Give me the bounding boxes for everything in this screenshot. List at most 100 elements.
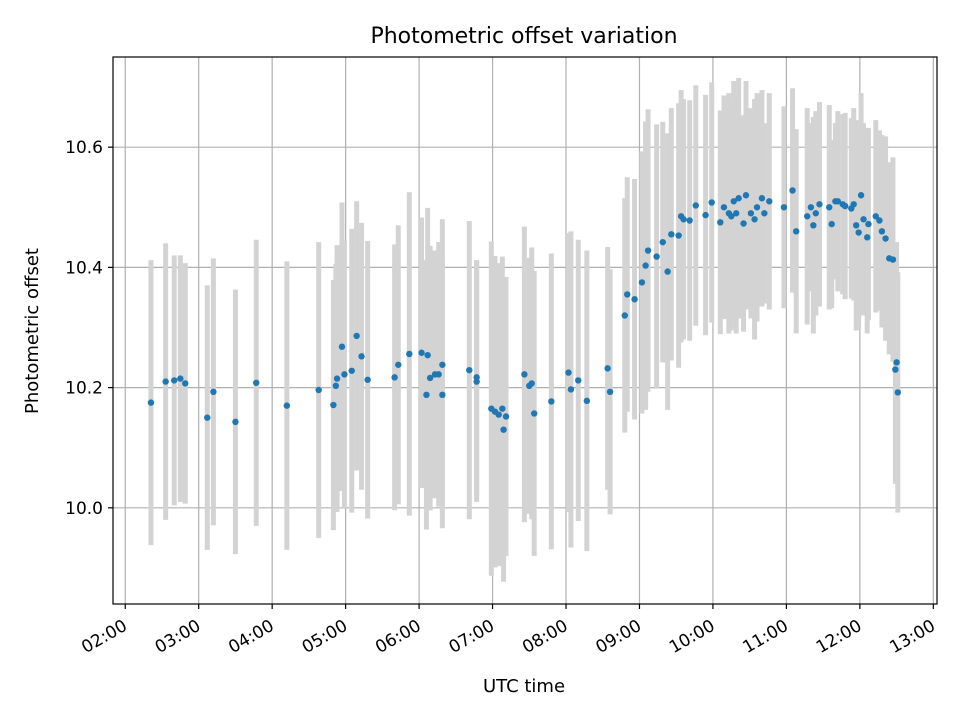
data-point xyxy=(894,389,902,396)
x-tick-label: 10:00 xyxy=(666,616,718,658)
data-point xyxy=(708,199,715,206)
y-tick-label: 10.2 xyxy=(65,379,103,399)
data-point xyxy=(283,402,291,409)
data-point xyxy=(624,291,631,298)
data-point xyxy=(466,366,473,374)
data-point xyxy=(530,410,538,417)
data-point xyxy=(348,367,355,374)
data-point xyxy=(473,378,480,385)
data-point xyxy=(850,201,857,208)
x-tick-label: 06:00 xyxy=(372,616,424,658)
data-point xyxy=(735,195,742,202)
data-point xyxy=(333,375,341,382)
data-point xyxy=(893,359,900,366)
data-point xyxy=(758,195,766,202)
data-point xyxy=(583,397,591,405)
data-point xyxy=(653,253,660,260)
data-point xyxy=(565,369,572,376)
data-point xyxy=(747,210,755,217)
data-point xyxy=(435,371,442,378)
chart-title: Photometric offset variation xyxy=(370,24,677,49)
data-point xyxy=(500,426,507,433)
data-point xyxy=(878,228,886,235)
x-tick-label: 04:00 xyxy=(225,616,277,658)
x-tick-label: 02:00 xyxy=(78,616,130,658)
plot-frame xyxy=(112,56,938,605)
data-point xyxy=(621,312,628,319)
data-point xyxy=(364,376,371,383)
data-point xyxy=(659,238,666,246)
data-point xyxy=(439,361,446,368)
data-point xyxy=(642,262,649,269)
data-point xyxy=(575,377,582,384)
data-point xyxy=(810,222,817,229)
data-point xyxy=(751,216,758,223)
data-point xyxy=(391,374,398,381)
data-point xyxy=(162,378,169,385)
data-point xyxy=(841,202,849,210)
data-point xyxy=(826,204,833,211)
data-point xyxy=(341,371,348,378)
x-tick-label: 11:00 xyxy=(739,616,791,658)
data-point xyxy=(892,366,899,373)
data-point xyxy=(686,217,693,224)
data-point xyxy=(882,235,889,242)
errorbar-layer xyxy=(148,78,901,582)
data-point xyxy=(604,365,611,372)
data-point xyxy=(147,399,155,406)
data-point xyxy=(876,217,883,224)
x-tick-label: 09:00 xyxy=(593,616,645,658)
data-point xyxy=(177,375,184,382)
x-tick-label: 05:00 xyxy=(299,616,351,658)
data-point xyxy=(495,411,502,418)
data-point xyxy=(638,279,646,286)
data-point xyxy=(717,219,724,226)
data-point xyxy=(789,187,796,194)
data-point xyxy=(424,351,431,359)
x-tick-label: 07:00 xyxy=(446,616,498,658)
data-point xyxy=(872,213,879,220)
data-point xyxy=(338,343,346,350)
y-tick-label: 10.6 xyxy=(65,138,103,158)
data-point xyxy=(702,211,709,219)
data-point xyxy=(182,380,189,387)
data-point xyxy=(315,386,322,394)
data-point xyxy=(753,204,761,211)
data-point xyxy=(232,418,239,426)
data-point xyxy=(761,210,768,217)
data-point xyxy=(406,350,413,358)
data-point xyxy=(210,388,217,396)
x-tick-layer: 02:00 03:00 04:00 05:00 06:00 07:00 08:00 09:00… xyxy=(78,604,939,658)
data-point xyxy=(852,222,860,229)
data-point xyxy=(668,231,675,238)
data-point xyxy=(680,216,687,223)
y-tick-label: 10.0 xyxy=(65,499,103,519)
data-point xyxy=(664,268,671,275)
data-point xyxy=(864,234,871,241)
data-point xyxy=(720,204,728,211)
x-tick-label: 13:00 xyxy=(886,616,938,658)
data-point xyxy=(631,296,638,303)
data-point xyxy=(330,401,337,409)
data-point xyxy=(528,380,535,387)
data-point xyxy=(834,198,842,205)
data-point xyxy=(742,192,750,199)
data-point xyxy=(780,204,788,211)
point-layer xyxy=(147,187,902,433)
data-point xyxy=(855,229,862,236)
data-point xyxy=(521,371,528,378)
data-point xyxy=(395,361,402,368)
data-point xyxy=(418,349,425,356)
data-point xyxy=(733,210,740,217)
data-point xyxy=(889,256,897,263)
data-point xyxy=(499,405,506,412)
y-tick-layer: 10.0 10.2 10.4 10.6 xyxy=(65,138,113,519)
data-point xyxy=(860,216,867,223)
data-point xyxy=(865,220,872,228)
y-axis-label: Photometric offset xyxy=(22,248,43,414)
data-point xyxy=(606,388,614,396)
data-point xyxy=(332,382,340,390)
data-point xyxy=(807,204,815,211)
